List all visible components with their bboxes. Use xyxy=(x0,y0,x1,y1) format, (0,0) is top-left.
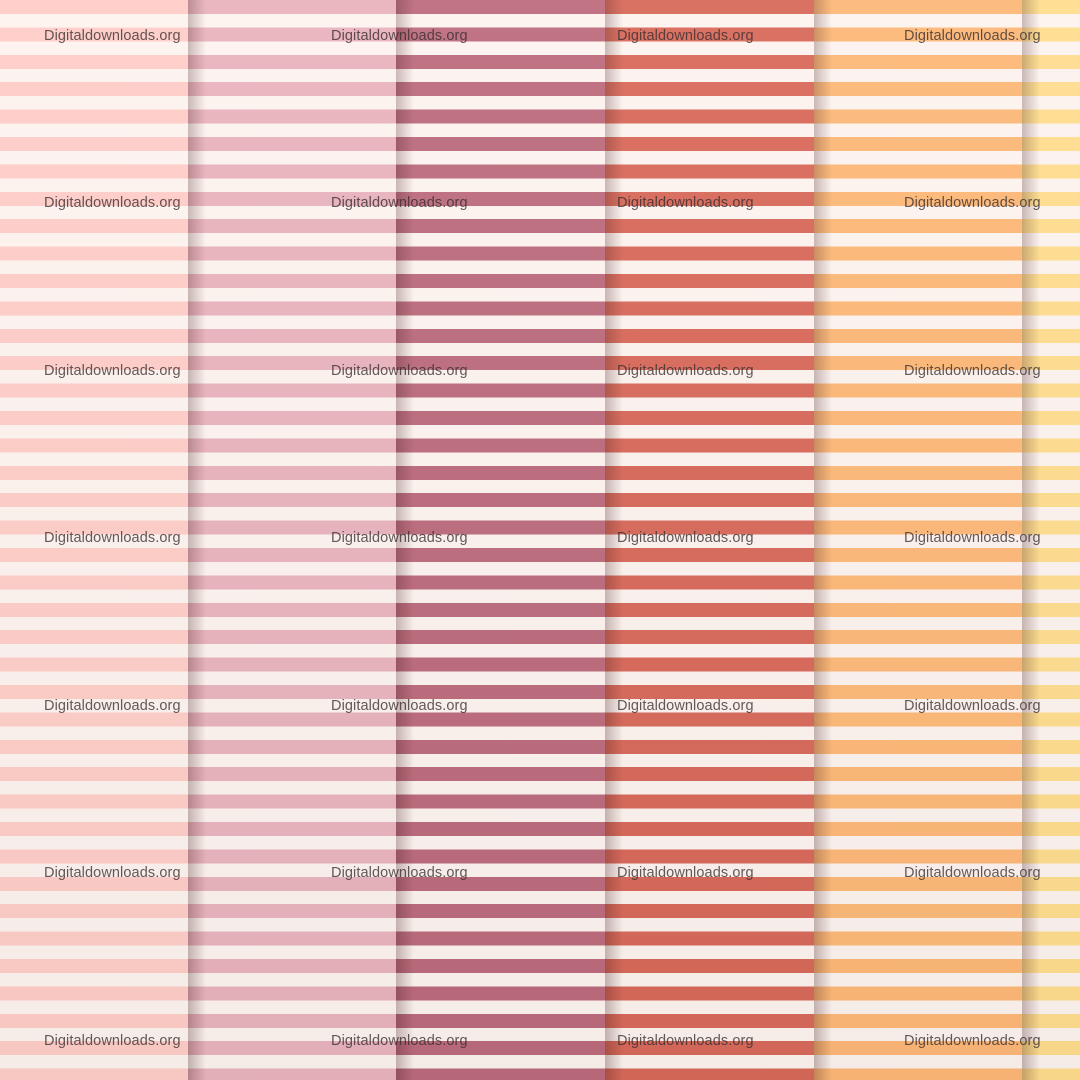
watermark-text: Digitaldownloads.org xyxy=(617,195,754,211)
watermark-text: Digitaldownloads.org xyxy=(617,363,754,379)
watermark-text: Digitaldownloads.org xyxy=(331,195,468,211)
watermark-text: Digitaldownloads.org xyxy=(904,1033,1041,1049)
watermark-text: Digitaldownloads.org xyxy=(904,195,1041,211)
watermark-text: Digitaldownloads.org xyxy=(44,28,181,44)
watermark-text: Digitaldownloads.org xyxy=(44,195,181,211)
watermark-text: Digitaldownloads.org xyxy=(44,363,181,379)
watermark-text: Digitaldownloads.org xyxy=(331,363,468,379)
watermark-text: Digitaldownloads.org xyxy=(617,1033,754,1049)
watermark-text: Digitaldownloads.org xyxy=(331,28,468,44)
watermark-text: Digitaldownloads.org xyxy=(44,1033,181,1049)
watermark-text: Digitaldownloads.org xyxy=(331,1033,468,1049)
watermark-text: Digitaldownloads.org xyxy=(617,698,754,714)
watermark-text: Digitaldownloads.org xyxy=(617,865,754,881)
watermark-text: Digitaldownloads.org xyxy=(331,530,468,546)
watermark-text: Digitaldownloads.org xyxy=(44,530,181,546)
watermark-text: Digitaldownloads.org xyxy=(331,698,468,714)
watermark-text: Digitaldownloads.org xyxy=(904,363,1041,379)
watermark-text: Digitaldownloads.org xyxy=(331,865,468,881)
watermark-text: Digitaldownloads.org xyxy=(44,698,181,714)
watermark-text: Digitaldownloads.org xyxy=(617,28,754,44)
watermark-text: Digitaldownloads.org xyxy=(44,865,181,881)
watermark-text: Digitaldownloads.org xyxy=(904,28,1041,44)
watermark-text: Digitaldownloads.org xyxy=(904,865,1041,881)
watermark-text: Digitaldownloads.org xyxy=(904,698,1041,714)
watermark-text: Digitaldownloads.org xyxy=(904,530,1041,546)
watermark-text: Digitaldownloads.org xyxy=(617,530,754,546)
